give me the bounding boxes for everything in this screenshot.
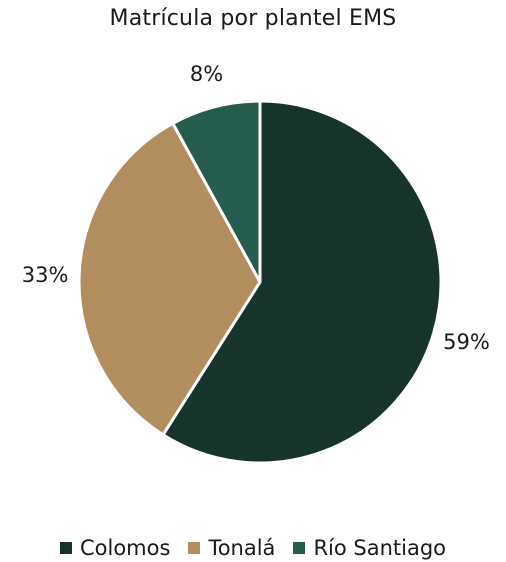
legend-label-tonala: Tonalá [208, 536, 276, 560]
pie-slice-rio-santiago [171, 99, 262, 284]
legend: Colomos Tonalá Río Santiago [0, 536, 506, 560]
legend-swatch-tonala [188, 542, 201, 554]
pie-slice-colomos [161, 99, 443, 465]
pie-data-label-tonala: 33% [22, 263, 69, 287]
chart-title: Matrícula por plantel EMS [109, 6, 397, 31]
legend-item-tonala: Tonalá [188, 536, 275, 560]
legend-label-colomos: Colomos [79, 536, 171, 560]
legend-swatch-colomos [59, 542, 72, 554]
legend-item-colomos: Colomos [59, 536, 171, 560]
legend-swatch-rio-santiago [293, 542, 306, 554]
pie-data-label-colomos: 59% [443, 330, 490, 354]
pie-chart: 59% 33% 8% [22, 62, 490, 465]
legend-label-rio-santiago: Río Santiago [313, 536, 447, 560]
legend-item-rio-santiago: Río Santiago [293, 536, 446, 560]
pie-data-label-rio-santiago: 8% [190, 62, 223, 86]
